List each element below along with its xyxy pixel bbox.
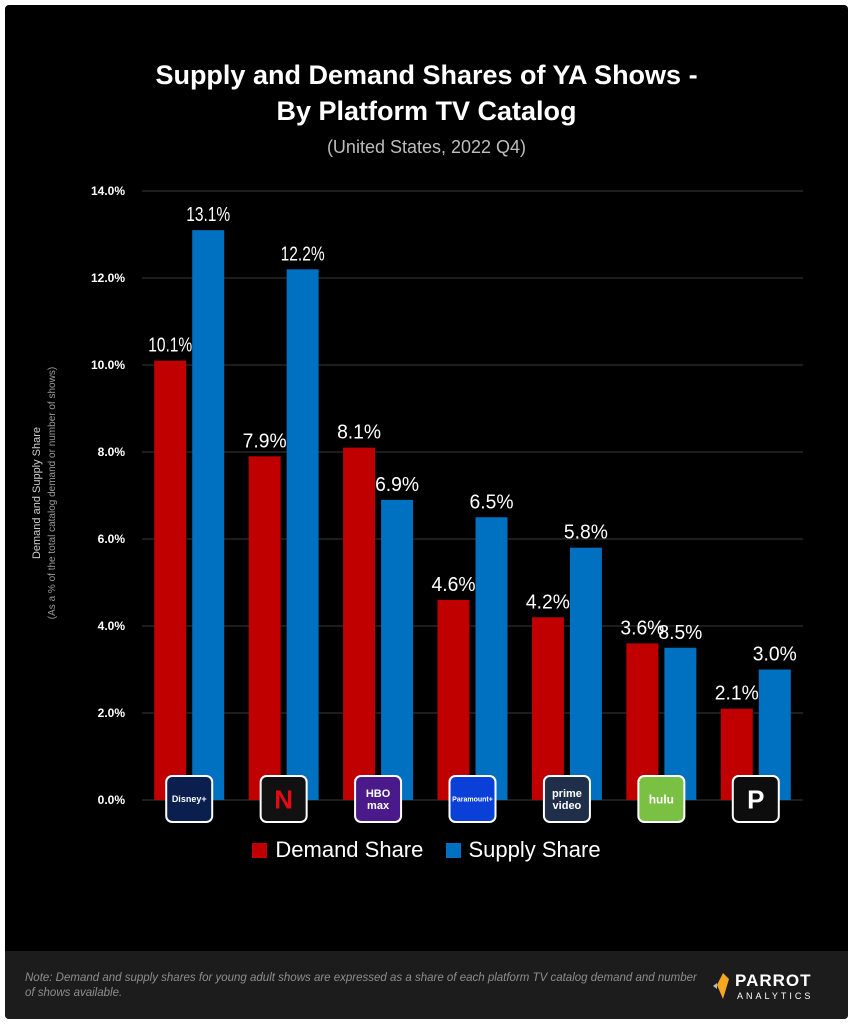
demand-label: 4.2% (526, 591, 570, 613)
supply-bar-paramount- (475, 517, 508, 800)
y-tick-label: 0.0% (98, 793, 126, 807)
supply-bar-hbo-max (381, 499, 414, 800)
supply-bar-disney- (192, 230, 225, 800)
logo-text: Disney+ (172, 794, 207, 804)
chart-title-line1: Supply and Demand Shares of YA Shows - (155, 60, 698, 90)
netflix-logo (261, 777, 306, 821)
demand-label: 2.1% (715, 683, 759, 705)
legend: Demand Share Supply Share (5, 837, 848, 863)
supply-label: 6.5% (470, 491, 514, 513)
peacock-logo (733, 777, 778, 821)
demand-label: 4.6% (432, 574, 476, 596)
demand-bar-netflix (248, 456, 281, 800)
footer: Note: Demand and supply shares for young… (5, 951, 848, 1019)
legend-item-demand: Demand Share (252, 837, 423, 863)
y-tick-label: 12.0% (91, 271, 125, 285)
demand-bar-paramount- (437, 599, 470, 800)
demand-bar-hulu (626, 643, 659, 800)
disney-plus-logo (167, 777, 212, 821)
logo-text: video (553, 800, 582, 812)
logo-text: hulu (649, 792, 674, 806)
paramount-plus-logo (450, 777, 495, 821)
y-tick-label: 6.0% (98, 532, 126, 546)
logo-text: P (747, 784, 764, 814)
supply-bar-hulu (664, 647, 697, 800)
logo-text: HBO (366, 788, 391, 800)
hulu-logo (639, 777, 684, 821)
legend-label-demand: Demand Share (275, 837, 424, 862)
chart-subtitle: (United States, 2022 Q4) (326, 137, 527, 157)
demand-bar-disney- (154, 360, 187, 800)
supply-label: 3.0% (753, 644, 797, 666)
y-tick-label: 10.0% (91, 358, 125, 372)
supply-label: 5.8% (564, 522, 608, 544)
supply-label: 12.2% (281, 243, 325, 265)
logo-text: Paramount+ (452, 797, 493, 804)
y-tick-label: 8.0% (98, 445, 126, 459)
legend-swatch-demand (252, 843, 268, 858)
demand-label: 10.1% (148, 335, 192, 357)
supply-label: 6.9% (375, 474, 419, 496)
demand-bar-hbo-max (343, 447, 376, 800)
hbo-max-logo (356, 777, 401, 821)
brand-name: PARROT (735, 971, 812, 990)
bar-chart: 0.0% 2.0% 4.0% 6.0% 8.0% 10.0% 12.0% 14.0% 10.1%… (91, 184, 803, 823)
legend-label-supply: Supply Share (468, 837, 601, 862)
demand-label: 3.6% (620, 617, 664, 639)
chart-card: Supply and Demand Shares of YA Shows - B… (5, 5, 848, 1019)
demand-bar-prime-video (531, 617, 564, 800)
brand-logo: PARROT ANALYTICS (713, 969, 843, 1005)
supply-label: 13.1% (186, 204, 230, 226)
y-tick-label: 14.0% (91, 184, 125, 198)
demand-label: 7.9% (243, 430, 287, 452)
supply-bar-prime-video (569, 547, 602, 800)
prime-video-logo (544, 777, 589, 821)
footnote: Note: Demand and supply shares for young… (25, 972, 697, 999)
brand-sub: ANALYTICS (737, 991, 814, 1001)
supply-bar-netflix (286, 269, 319, 800)
logo-text: max (367, 800, 390, 812)
logo-text: N (274, 784, 293, 814)
parrot-analytics-icon (713, 973, 729, 999)
chart-title-line2: By Platform TV Catalog (276, 96, 577, 126)
supply-label: 8.5% (658, 622, 702, 644)
logo-text: prime (552, 788, 582, 800)
legend-item-supply: Supply Share (445, 837, 601, 863)
y-tick-label: 2.0% (98, 706, 126, 720)
legend-swatch-supply (445, 843, 461, 858)
y-tick-label: 4.0% (98, 619, 126, 633)
demand-label: 8.1% (337, 422, 381, 444)
